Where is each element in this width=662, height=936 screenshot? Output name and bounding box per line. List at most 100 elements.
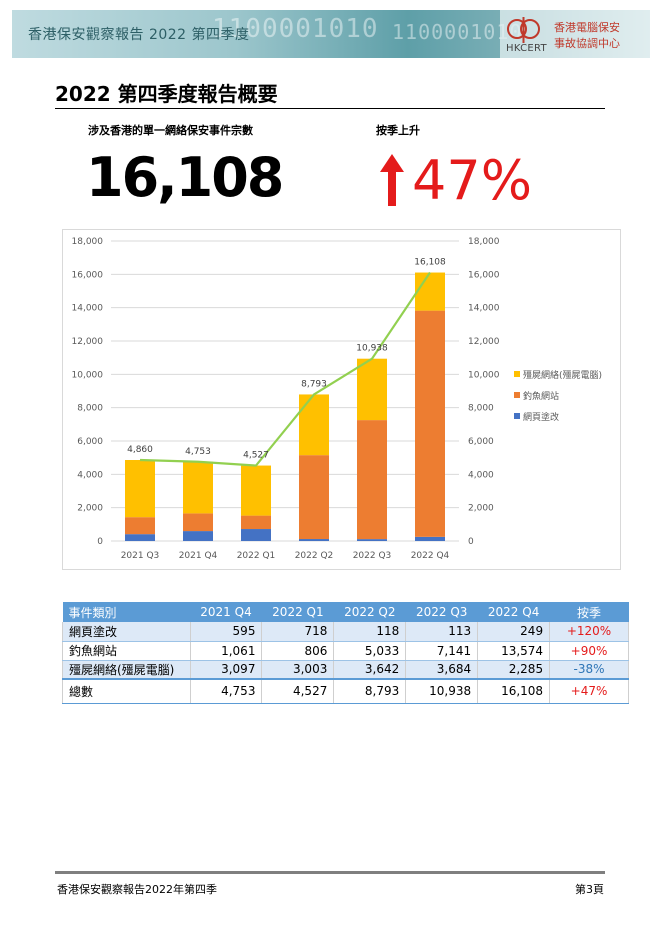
- chart-bar-segment: [183, 513, 213, 532]
- y-axis-tick-label: 10,000: [72, 370, 104, 380]
- table-cell: 16,108: [477, 678, 551, 704]
- incident-count-value: 16,108: [86, 146, 284, 209]
- table-header-col: 2022 Q1: [261, 602, 334, 622]
- chart-bar-segment: [357, 358, 387, 421]
- table-header-col: 2022 Q3: [405, 602, 478, 622]
- y2-axis-tick-label: 8,000: [468, 404, 494, 414]
- qoq-change-value: 47%: [412, 148, 533, 212]
- table-header-col: 2021 Q4: [190, 602, 262, 622]
- hkcert-logo-icon: [507, 17, 540, 43]
- chart-bar-segment: [299, 539, 329, 541]
- legend-label: 網頁塗改: [523, 411, 559, 423]
- logo-org-name-line1: 香港電腦保安: [554, 21, 620, 34]
- y2-axis-tick-label: 10,000: [468, 370, 500, 380]
- logo-wordmark: HKCERT: [506, 43, 547, 54]
- x-axis-tick-label: 2022 Q2: [295, 551, 334, 561]
- table-total-row: 總數 4,753 4,527 8,793 10,938 16,108 +47%: [62, 678, 629, 704]
- table-cell: 3,642: [333, 660, 407, 680]
- chart-total-line: [139, 271, 431, 467]
- table-cell: 249: [477, 622, 551, 642]
- x-axis-tick-label: 2022 Q4: [411, 551, 450, 561]
- table-cell-category: 總數: [62, 678, 191, 704]
- incident-count-label: 涉及香港的單一網絡保安事件宗數: [88, 124, 253, 137]
- footer-divider: [55, 871, 605, 874]
- x-axis-tick-label: 2021 Q4: [179, 551, 218, 561]
- table-cell: 113: [405, 622, 479, 642]
- y-axis-tick-label: 2,000: [77, 504, 103, 514]
- chart-bar-segment: [415, 272, 445, 311]
- y2-axis-tick-label: 16,000: [468, 270, 500, 280]
- chart-bars: [125, 272, 445, 541]
- banner-title: 香港保安觀察報告 2022 第四季度: [28, 27, 250, 43]
- y-axis-tick-label: 12,000: [72, 337, 104, 347]
- x-axis-tick-label: 2021 Q3: [121, 551, 160, 561]
- chart-bar-segment: [183, 461, 213, 514]
- table-cell: 4,527: [261, 678, 335, 704]
- chart-bar-segment: [241, 465, 271, 516]
- table-cell: 3,684: [405, 660, 479, 680]
- y2-axis-tick-label: 6,000: [468, 437, 494, 447]
- y-axis-tick-label: 18,000: [72, 237, 104, 247]
- incident-table: 事件類別 2021 Q4 2022 Q1 2022 Q2 2022 Q3 202…: [62, 602, 629, 704]
- table-cell: 118: [333, 622, 407, 642]
- table-header-row: 事件類別 2021 Q4 2022 Q1 2022 Q2 2022 Q3 202…: [62, 602, 629, 622]
- y2-axis-tick-label: 12,000: [468, 337, 500, 347]
- chart-bar-segment: [357, 539, 387, 541]
- legend-swatch: [514, 413, 520, 419]
- table-cell-category: 釣魚網站: [62, 641, 191, 661]
- chart-bar-segment: [415, 536, 445, 541]
- table-cell: 595: [190, 622, 263, 642]
- table-row: 殭屍網絡(殭屍電腦) 3,097 3,003 3,642 3,684 2,285…: [62, 660, 629, 680]
- y-axis-tick-label: 14,000: [72, 304, 104, 314]
- table-cell-category: 殭屍網絡(殭屍電腦): [62, 660, 191, 680]
- chart-bar-segment: [415, 310, 445, 537]
- footer-page-number: 第3頁: [575, 883, 604, 896]
- y-axis-tick-label: 16,000: [72, 270, 104, 280]
- legend-label: 殭屍網絡(殭屍電腦): [523, 369, 602, 381]
- x-axis-tick-label: 2022 Q3: [353, 551, 392, 561]
- table-row: 網頁塗改 595 718 118 113 249 +120%: [62, 622, 629, 642]
- table-header-change: 按季: [549, 602, 629, 622]
- chart-data-label: 4,527: [243, 451, 269, 461]
- y2-axis-tick-label: 14,000: [468, 304, 500, 314]
- chart-data-label: 16,108: [414, 258, 446, 268]
- y2-axis-tick-label: 2,000: [468, 504, 494, 514]
- qoq-change-label: 按季上升: [376, 124, 420, 137]
- table-row: 釣魚網站 1,061 806 5,033 7,141 13,574 +90%: [62, 641, 629, 661]
- table-cell-change: +120%: [549, 622, 629, 642]
- y-axis-tick-label: 0: [97, 537, 103, 547]
- table-cell-change: -38%: [549, 660, 629, 680]
- legend-label: 釣魚網站: [523, 390, 559, 402]
- table-header-col: 2022 Q4: [477, 602, 550, 622]
- chart-bar-segment: [125, 534, 155, 541]
- y-axis-tick-label: 8,000: [77, 404, 103, 414]
- table-cell: 2,285: [477, 660, 551, 680]
- chart-data-label: 4,753: [185, 447, 211, 457]
- table-header-category: 事件類別: [62, 602, 191, 622]
- logo-org-name-line2: 事故協調中心: [554, 37, 620, 50]
- hkcert-logo: HKCERT 香港電腦保安 事故協調中心: [500, 10, 650, 58]
- banner-binary-pattern: 1100001010: [212, 14, 379, 44]
- table-cell: 806: [261, 641, 335, 661]
- table-cell: 718: [261, 622, 335, 642]
- table-cell: 3,097: [190, 660, 263, 680]
- legend-swatch: [514, 392, 520, 398]
- title-divider: [55, 108, 605, 109]
- qoq-change-block: 47%: [380, 148, 532, 212]
- table-cell: 13,574: [477, 641, 551, 661]
- table-cell: 7,141: [405, 641, 479, 661]
- table-cell-change: +47%: [549, 678, 629, 704]
- x-axis-tick-label: 2022 Q1: [237, 551, 276, 561]
- chart-labels: 0 0 2,000 2,000 4,000 4,000 6,000 6,000 8,000 8,0…: [72, 237, 500, 561]
- chart-total-line-path: [139, 271, 431, 467]
- chart-bar-segment: [299, 394, 329, 456]
- y2-axis-tick-label: 0: [468, 537, 474, 547]
- table-cell: 4,753: [190, 678, 263, 704]
- chart-bar-segment: [183, 531, 213, 541]
- up-arrow-icon: [380, 154, 404, 206]
- y-axis-tick-label: 6,000: [77, 437, 103, 447]
- table-cell-category: 網頁塗改: [62, 622, 191, 642]
- table-cell: 10,938: [405, 678, 479, 704]
- chart-bar-segment: [125, 517, 155, 535]
- footer-report-name: 香港保安觀察報告2022年第四季: [57, 883, 217, 896]
